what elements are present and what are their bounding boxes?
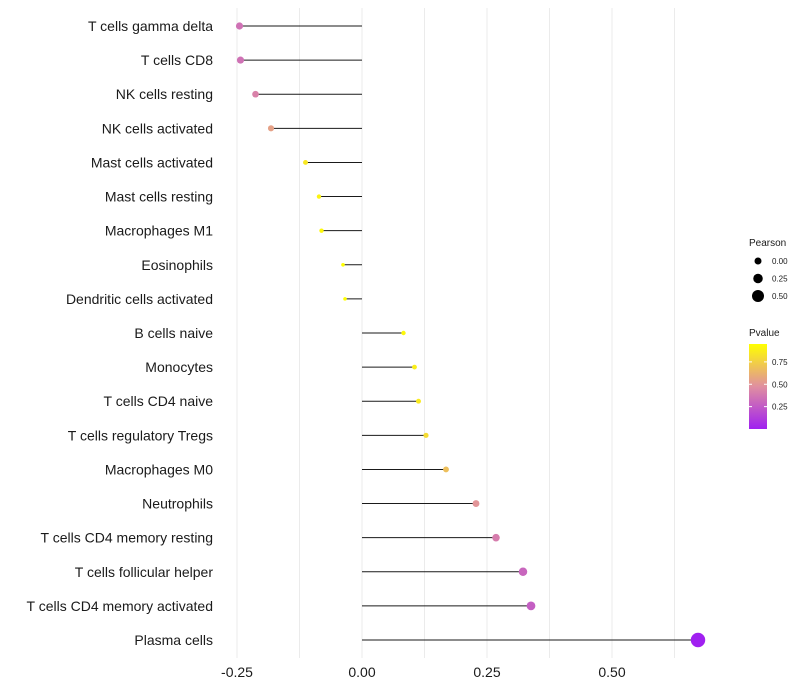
data-point (412, 364, 417, 370)
category-label: T cells CD4 naive (104, 393, 214, 409)
data-point (690, 632, 706, 648)
data-point (518, 567, 528, 577)
category-label: T cells gamma delta (88, 18, 213, 34)
data-point (236, 56, 245, 64)
category-label: T cells CD8 (141, 52, 213, 68)
size-legend-title: Pearson (749, 238, 786, 249)
category-label: B cells naive (134, 325, 213, 341)
category-label: NK cells resting (116, 86, 213, 102)
size-legend-label: 0.00 (772, 257, 788, 266)
category-label: Monocytes (145, 359, 213, 375)
x-tick-label: 0.00 (348, 664, 375, 680)
category-label: T cells CD4 memory resting (41, 530, 213, 546)
x-tick-label: 0.25 (473, 664, 500, 680)
data-point (401, 330, 406, 336)
color-legend-label: 0.50 (772, 380, 788, 389)
category-label: Neutrophils (142, 496, 213, 512)
data-point (472, 500, 480, 507)
x-tick-label: 0.50 (598, 664, 625, 680)
size-legend-label: 0.25 (772, 275, 788, 284)
color-legend-bar (749, 344, 767, 429)
category-label: Mast cells activated (91, 154, 213, 170)
size-legend: Pearson 0.00 0.25 0.50 (749, 238, 788, 302)
data-point (341, 262, 345, 267)
category-label: T cells regulatory Tregs (68, 427, 213, 443)
data-point (235, 22, 244, 30)
color-legend: Pvalue 0.75 0.50 0.25 (749, 328, 788, 429)
x-tick-label: -0.25 (221, 664, 253, 680)
data-point (416, 398, 421, 404)
data-point (492, 533, 500, 542)
size-legend-key (752, 290, 764, 302)
data-point (267, 125, 275, 132)
point-layer (235, 22, 706, 648)
category-labels: T cells gamma delta T cells CD8 NK cells r… (27, 18, 214, 648)
stem-layer (239, 25, 698, 641)
size-legend-key (753, 273, 763, 284)
category-label: Macrophages M1 (105, 223, 213, 239)
color-legend-label: 0.75 (772, 358, 788, 367)
category-label: Plasma cells (134, 632, 213, 648)
category-label: T cells follicular helper (75, 564, 214, 580)
data-point (303, 159, 308, 165)
category-label: Mast cells resting (105, 189, 213, 205)
category-label: Eosinophils (141, 257, 213, 273)
category-label: Macrophages M0 (105, 461, 213, 477)
data-point (343, 297, 347, 301)
size-legend-label: 0.50 (772, 292, 788, 301)
category-label: Dendritic cells activated (66, 291, 213, 307)
color-legend-title: Pvalue (749, 328, 780, 339)
data-point (252, 90, 259, 98)
data-point (316, 194, 322, 199)
size-legend-key (754, 257, 762, 265)
data-point (443, 466, 449, 473)
color-legend-label: 0.25 (772, 403, 788, 412)
category-label: T cells CD4 memory activated (27, 598, 213, 614)
data-point (319, 228, 324, 233)
category-label: NK cells activated (102, 120, 213, 136)
data-point (526, 601, 536, 611)
x-axis-tick-labels: -0.25 0.00 0.25 0.50 (221, 664, 626, 680)
data-point (423, 432, 429, 438)
grid-layer (236, 8, 675, 658)
